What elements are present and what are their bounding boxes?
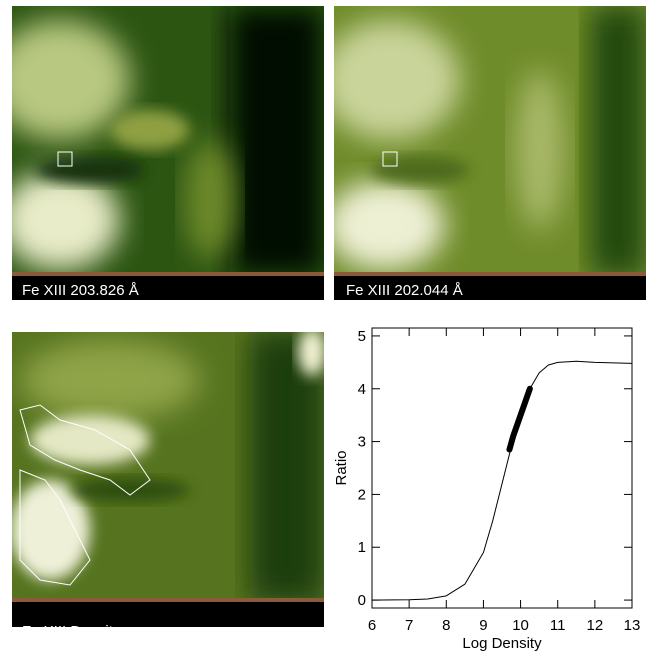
panel-label: Fe XIII Density (22, 623, 121, 640)
y-tick-label: 5 (358, 328, 366, 345)
series-line (371, 360, 633, 601)
plot-frame (371, 327, 633, 609)
x-tick-label: 6 (368, 617, 376, 634)
panel-label: Fe XIII 203.826 Å (22, 282, 139, 299)
x-tick-label: 13 (624, 617, 641, 634)
y-tick-label: 1 (358, 539, 366, 556)
x-tick-label: 12 (587, 617, 604, 634)
y-tick-label: 2 (358, 486, 366, 503)
y-tick-label: 3 (358, 434, 366, 451)
x-tick-label: 11 (550, 617, 566, 634)
x-tick-label: 7 (405, 617, 413, 634)
y-axis-label: Ratio (333, 450, 350, 485)
image-panel: Fe XIII 202.044 Å (334, 6, 646, 300)
image-panel: Fe XIII 203.826 Å (12, 6, 324, 300)
x-axis-label: Log Density (462, 635, 542, 652)
panel-label: Fe XIII 202.044 Å (346, 282, 463, 299)
x-tick-label: 9 (479, 617, 487, 634)
series-line (506, 385, 533, 453)
image-panel: Fe XIII Density (12, 332, 324, 640)
x-tick-label: 10 (512, 617, 529, 634)
y-tick-label: 4 (358, 381, 366, 398)
x-tick-label: 8 (442, 617, 450, 634)
y-tick-label: 0 (358, 592, 366, 609)
